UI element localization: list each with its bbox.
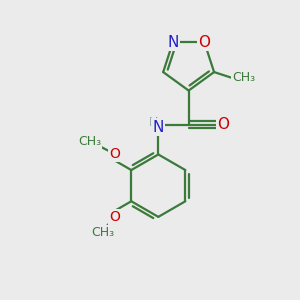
Text: CH₃: CH₃ [92, 226, 115, 239]
Text: O: O [198, 35, 210, 50]
Text: CH₃: CH₃ [78, 136, 101, 148]
Text: O: O [109, 211, 120, 224]
Text: H: H [149, 116, 158, 129]
Text: O: O [109, 147, 120, 161]
Text: N: N [167, 35, 178, 50]
Text: CH₃: CH₃ [232, 71, 255, 84]
Text: N: N [153, 120, 164, 135]
Text: O: O [218, 117, 230, 132]
